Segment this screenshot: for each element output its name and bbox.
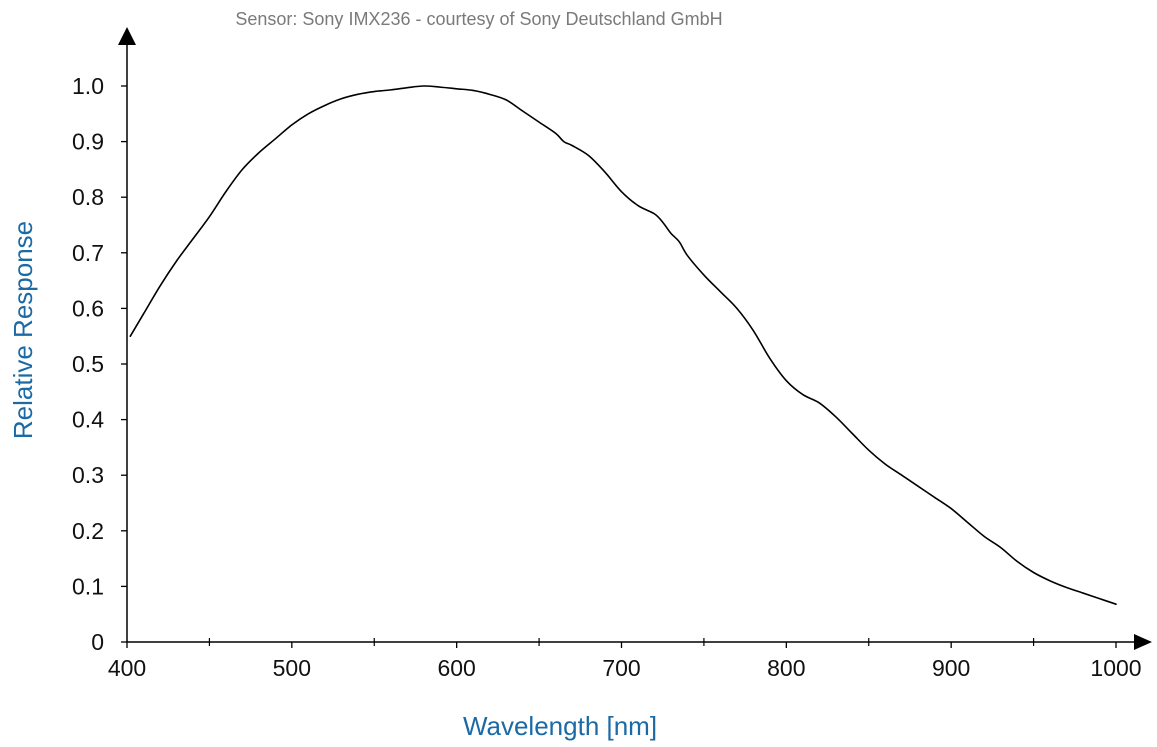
x-tick-label: 1000 [1090,655,1141,681]
x-tick-label: 800 [767,655,805,681]
y-axis-arrow-icon [118,27,136,45]
x-tick-label: 500 [273,655,311,681]
response-curve [129,85,1117,605]
y-tick-label: 0.2 [72,518,104,544]
y-tick-label: 1.0 [72,73,104,99]
y-tick-label: 0.7 [72,240,104,266]
y-tick-label: 0.8 [72,184,104,210]
y-tick-label: 0.3 [72,462,104,488]
x-tick-label: 700 [602,655,640,681]
y-ticks: 0 0.1 0.2 0.3 0.4 0.5 0.6 0.7 0.8 0.9 1.0 [72,73,127,655]
x-tick-label: 600 [437,655,475,681]
x-ticks: 400 500 600 700 800 900 1000 [108,638,1142,681]
axes [118,27,1152,650]
y-tick-label: 0.4 [72,407,104,433]
y-tick-label: 0.1 [72,573,104,599]
y-tick-label: 0 [91,629,104,655]
x-axis-arrow-icon [1134,634,1152,650]
y-tick-label: 0.6 [72,295,104,321]
y-tick-label: 0.9 [72,129,104,155]
y-tick-label: 0.5 [72,351,104,377]
x-tick-label: 400 [108,655,146,681]
chart-subtitle: Sensor: Sony IMX236 - courtesy of Sony D… [235,9,722,29]
x-axis-title: Wavelength [nm] [463,711,657,741]
y-axis-title: Relative Response [8,221,38,439]
x-tick-label: 900 [932,655,970,681]
